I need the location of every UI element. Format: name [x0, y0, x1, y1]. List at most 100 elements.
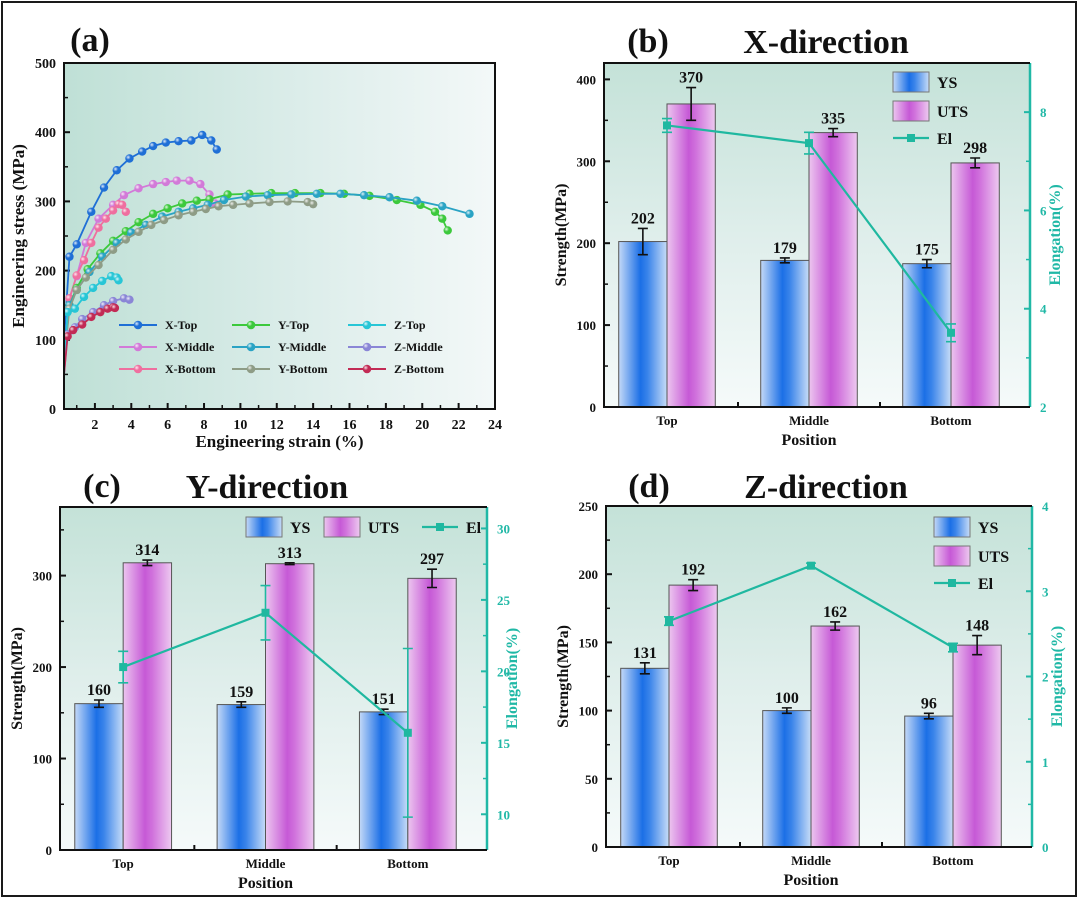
data-point-highlight [114, 276, 123, 285]
legend-label: X-Bottom [165, 362, 216, 376]
data-point-highlight [63, 332, 72, 341]
data-point-highlight [125, 154, 134, 163]
legend-label: El [466, 520, 482, 537]
data-point-highlight [87, 238, 96, 248]
chart-title: X-direction [743, 24, 909, 61]
data-point [947, 328, 955, 337]
data-point-highlight [88, 283, 98, 293]
bar [358, 711, 409, 851]
error-bar [637, 227, 648, 256]
data-point-highlight [214, 202, 223, 211]
plot-background [64, 63, 495, 409]
error-bar [779, 257, 790, 264]
data-point-highlight [121, 207, 131, 216]
data-point-highlight [96, 307, 105, 317]
y2-tick-label: 30 [497, 521, 510, 536]
legend: YS UTS El [892, 71, 968, 148]
y-axis-label: Strength(MPa) [553, 184, 570, 287]
y2-tick-label: 3 [1042, 584, 1049, 599]
data-point [807, 561, 815, 570]
y-tick-label: 100 [35, 334, 56, 349]
legend-label: Y-Bottom [278, 362, 328, 376]
x-tick-label: Bottom [932, 853, 973, 868]
y-tick-label: 300 [33, 569, 53, 584]
data-label: 202 [631, 210, 655, 227]
legend: X-Top X-Middle X-Bottom Y-Top Y-Middle Y-Bott… [119, 318, 444, 376]
bar [808, 132, 858, 408]
data-point-highlight [312, 189, 321, 198]
data-point-highlight [119, 190, 129, 200]
series-ys: 160 159 151 [74, 682, 409, 851]
panel-label: (c) [83, 468, 121, 505]
x-tick-label: 16 [343, 418, 357, 433]
data-point-highlight [110, 303, 120, 313]
data-point-highlight [79, 292, 89, 302]
data-label: 162 [823, 604, 847, 621]
legend-label: Z-Middle [394, 340, 443, 354]
data-point [403, 728, 412, 737]
data-point [805, 139, 813, 148]
x-tick-label: Middle [791, 853, 831, 868]
data-point-highlight [385, 193, 394, 202]
legend-marker-highlight [362, 364, 372, 374]
x-tick-label: Middle [246, 856, 286, 871]
y-tick-label: 100 [577, 318, 597, 333]
data-label: 370 [679, 70, 703, 87]
x-tick-label: 6 [164, 418, 171, 433]
plot-frame [605, 505, 1032, 848]
y-tick-label: 0 [49, 403, 56, 418]
y2-tick-label: 1 [1042, 755, 1049, 770]
y2-tick-label: 6 [1040, 203, 1047, 218]
chart-title: Z-direction [744, 469, 908, 506]
data-point-highlight [112, 166, 121, 175]
data-point-highlight [201, 204, 211, 214]
x-tick-label: Top [656, 413, 677, 428]
data-point-highlight [108, 296, 118, 306]
data-point-highlight [161, 138, 171, 147]
data-point-highlight [72, 240, 81, 249]
legend-marker [907, 134, 915, 142]
data-point-highlight [70, 304, 80, 313]
data-point-highlight [94, 223, 103, 232]
y-tick-label: 100 [33, 752, 53, 767]
error-bar [921, 258, 932, 269]
y-tick-label: 200 [579, 567, 599, 582]
chart-title: Y-direction [186, 469, 349, 506]
panel-label: (d) [628, 468, 670, 505]
data-point-highlight [148, 141, 158, 151]
data-point-highlight [121, 235, 131, 244]
legend-swatch [323, 516, 361, 538]
data-point [663, 121, 671, 130]
data-label: 151 [372, 691, 396, 708]
data-point-highlight [174, 211, 183, 220]
data-point-highlight [63, 307, 72, 317]
bar [216, 704, 267, 851]
data-point-highlight [97, 252, 107, 261]
bar [952, 644, 1002, 848]
legend-swatch [933, 545, 971, 567]
data-point [949, 643, 957, 652]
x-tick-label: Top [113, 856, 134, 871]
legend-label: Z-Bottom [394, 362, 444, 376]
data-point-highlight [430, 207, 440, 216]
error-bar [639, 662, 650, 675]
y-tick-label: 150 [579, 635, 599, 650]
y-tick-label: 0 [590, 400, 597, 415]
data-point-highlight [287, 190, 296, 199]
x-tick-label: Bottom [930, 413, 971, 428]
legend-marker-highlight [362, 342, 372, 352]
legend: YS UTS El [933, 516, 1009, 593]
legend-marker-highlight [133, 320, 143, 330]
data-label: 131 [633, 645, 657, 662]
data-label: 148 [965, 618, 989, 635]
data-point-highlight [187, 136, 196, 145]
error-bar [142, 559, 153, 567]
data-point-highlight [99, 183, 109, 192]
legend-swatch [933, 516, 971, 538]
data-label: 314 [135, 542, 159, 559]
data-point-highlight [94, 260, 103, 270]
error-bar [686, 86, 697, 122]
data-label: 179 [773, 240, 797, 257]
series-el [662, 117, 956, 343]
series-uts: 370 335 298 [666, 70, 1000, 408]
